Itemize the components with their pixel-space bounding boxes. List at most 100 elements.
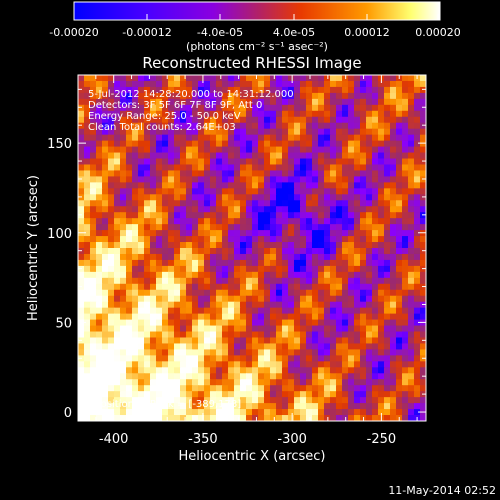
- heatmap-cell: [246, 248, 253, 255]
- heatmap-cell: [186, 283, 193, 291]
- heatmap-cell: [204, 218, 211, 225]
- heatmap-cell: [306, 373, 313, 380]
- heatmap-cell: [126, 158, 133, 166]
- heatmap-cell: [144, 194, 151, 201]
- heatmap-cell: [420, 265, 426, 273]
- heatmap-cell: [360, 361, 367, 368]
- heatmap-cell: [198, 373, 205, 380]
- heatmap-cell: [84, 218, 91, 225]
- heatmap-cell: [378, 331, 385, 339]
- heatmap-cell: [84, 367, 91, 374]
- heatmap-cell: [300, 134, 307, 142]
- heatmap-cell: [168, 188, 175, 195]
- heatmap-cell: [372, 391, 379, 398]
- heatmap-cell: [372, 86, 379, 94]
- heatmap-cell: [174, 361, 181, 368]
- heatmap-cell: [132, 140, 139, 148]
- heatmap-cell: [138, 170, 145, 178]
- heatmap-cell: [150, 116, 157, 124]
- heatmap-cell: [336, 248, 343, 255]
- heatmap-cell: [270, 253, 277, 261]
- heatmap-cell: [144, 158, 151, 166]
- heatmap-cell: [258, 277, 265, 285]
- heatmap-cell: [306, 397, 313, 404]
- heatmap-cell: [144, 301, 151, 309]
- heatmap-cell: [252, 415, 259, 421]
- heatmap-cell: [408, 367, 415, 374]
- heatmap-cell: [126, 92, 133, 100]
- heatmap-cell: [84, 146, 91, 154]
- heatmap-cell: [228, 158, 235, 166]
- heatmap-cell: [288, 265, 295, 273]
- heatmap-cell: [288, 289, 295, 297]
- heatmap-cell: [84, 391, 91, 398]
- heatmap-cell: [78, 182, 85, 189]
- heatmap-cell: [90, 140, 97, 148]
- heatmap-cell: [264, 146, 271, 154]
- heatmap-cell: [324, 80, 331, 88]
- heatmap-cell: [330, 337, 337, 345]
- heatmap-cell: [162, 128, 169, 136]
- heatmap-cell: [162, 397, 169, 404]
- heatmap-cell: [294, 122, 301, 130]
- heatmap-cell: [84, 409, 91, 416]
- heatmap-cell: [408, 319, 415, 327]
- heatmap-cell: [132, 158, 139, 166]
- heatmap-cell: [234, 164, 241, 172]
- heatmap-cell: [318, 379, 325, 386]
- heatmap-cell: [348, 259, 355, 267]
- heatmap-cell: [138, 182, 145, 189]
- heatmap-cell: [420, 379, 426, 386]
- heatmap-cell: [234, 319, 241, 327]
- heatmap-cell: [96, 271, 103, 279]
- heatmap-cell: [384, 301, 391, 309]
- heatmap-cell: [258, 104, 265, 112]
- heatmap-cell: [120, 146, 127, 154]
- heatmap-cell: [84, 128, 91, 136]
- heatmap-cell: [306, 283, 313, 291]
- heatmap-cell: [138, 289, 145, 297]
- heatmap-cell: [390, 391, 397, 398]
- heatmap-cell: [180, 146, 187, 154]
- heatmap-cell: [126, 253, 133, 261]
- heatmap-cell: [174, 343, 181, 351]
- heatmap-cell: [246, 319, 253, 327]
- heatmap-cell: [120, 158, 127, 166]
- heatmap-cell: [174, 265, 181, 273]
- heatmap-cell: [390, 259, 397, 267]
- heatmap-cell: [270, 146, 277, 154]
- heatmap-cell: [102, 397, 109, 404]
- heatmap-cell: [270, 325, 277, 333]
- heatmap-cell: [300, 343, 307, 351]
- heatmap-cell: [354, 283, 361, 291]
- heatmap-cell: [228, 176, 235, 183]
- heatmap-cell: [216, 403, 223, 410]
- heatmap-cell: [228, 289, 235, 297]
- heatmap-cell: [144, 295, 151, 303]
- heatmap-cell: [168, 236, 175, 243]
- heatmap-cell: [318, 158, 325, 166]
- heatmap-cell: [354, 158, 361, 166]
- heatmap-cell: [342, 176, 349, 183]
- heatmap-cell: [318, 200, 325, 207]
- heatmap-cell: [108, 104, 115, 112]
- heatmap-cell: [330, 403, 337, 410]
- heatmap-cell: [336, 397, 343, 404]
- heatmap-cell: [366, 331, 373, 339]
- heatmap-cell: [384, 313, 391, 321]
- heatmap-cell: [114, 403, 121, 410]
- heatmap-cell: [234, 355, 241, 362]
- heatmap-cell: [336, 188, 343, 195]
- heatmap-cell: [384, 92, 391, 100]
- heatmap-cell: [276, 319, 283, 327]
- heatmap-cell: [408, 188, 415, 195]
- heatmap-cell: [186, 379, 193, 386]
- heatmap-cell: [378, 80, 385, 88]
- heatmap-cell: [396, 80, 403, 88]
- heatmap-cell: [216, 277, 223, 285]
- heatmap-cell: [318, 236, 325, 243]
- heatmap-cell: [372, 313, 379, 321]
- heatmap-cell: [360, 212, 367, 219]
- heatmap-cell: [270, 242, 277, 249]
- heatmap-cell: [360, 218, 367, 225]
